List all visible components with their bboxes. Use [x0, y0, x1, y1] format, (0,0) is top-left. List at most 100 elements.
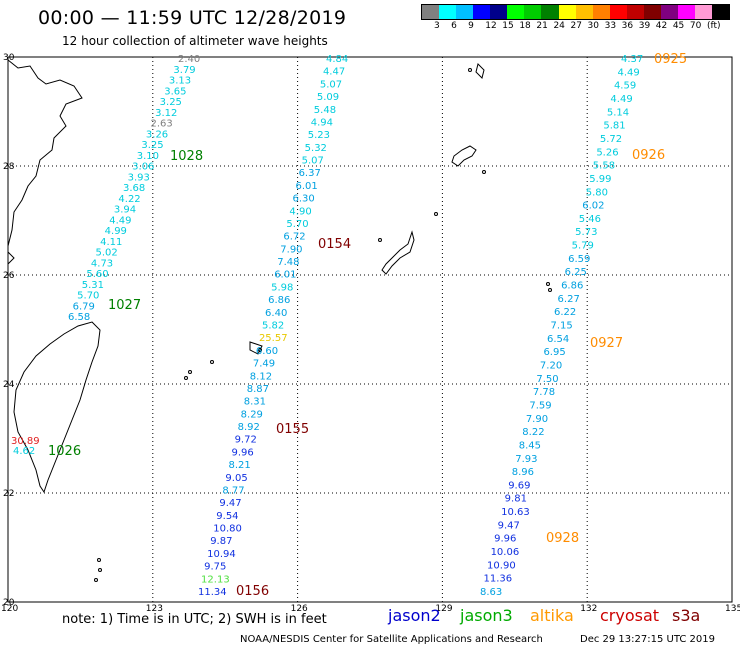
legend-label: 3 — [434, 21, 440, 31]
wave-height-value: 7.90 — [526, 414, 548, 425]
satellite-legend-jason3: jason3 — [460, 606, 513, 625]
wave-height-value: 7.20 — [540, 360, 562, 371]
wave-height-value: 5.73 — [575, 227, 597, 238]
wave-height-value: 7.49 — [253, 359, 275, 370]
wave-height-value: 8.21 — [228, 460, 250, 471]
wave-height-value: 4.84 — [326, 54, 348, 65]
wave-height-value: 6.25 — [565, 267, 587, 278]
pass-time-label: 0925 — [654, 52, 687, 67]
wave-height-value: 6.72 — [283, 232, 305, 243]
legend-label: 33 — [604, 21, 617, 31]
wave-height-value: 7.90 — [280, 244, 302, 255]
legend-swatch — [473, 5, 491, 19]
satellite-legend-s3a: s3a — [672, 606, 701, 625]
wave-height-value: 3.25 — [141, 140, 163, 151]
legend-label: 21 — [536, 21, 548, 31]
small-island — [184, 376, 188, 380]
small-island — [258, 348, 262, 352]
legend-swatch — [422, 5, 440, 19]
wave-height-value: 3.93 — [128, 172, 150, 183]
wave-height-value: 2.40 — [178, 54, 200, 65]
wave-height-value: 6.01 — [296, 181, 318, 192]
wave-height-value: 6.30 — [292, 194, 314, 205]
small-island — [434, 212, 438, 216]
wave-height-value: 5.26 — [596, 147, 618, 158]
wave-height-value: 12.13 — [201, 574, 230, 585]
wave-height-value: 9.72 — [235, 435, 257, 446]
chart-title: 00:00 — 11:59 UTC 12/28/2019 — [38, 7, 347, 29]
wave-height-value: 6.86 — [561, 281, 583, 292]
latitude-tick-label: 30 — [3, 53, 15, 63]
wave-height-value: 6.95 — [543, 347, 565, 358]
legend-label: 36 — [621, 21, 634, 31]
small-island — [210, 360, 214, 364]
yakushima-island — [475, 63, 485, 79]
wave-height-value: 3.12 — [155, 108, 177, 119]
wave-height-value: 5.58 — [593, 161, 615, 172]
wave-height-value: 30.89 — [11, 436, 40, 447]
generation-date: Dec 29 13:27:15 UTC 2019 — [580, 634, 715, 645]
wave-height-value: 5.07 — [302, 156, 324, 167]
small-island — [94, 578, 98, 582]
pass-time-label: 1027 — [108, 298, 141, 313]
legend-swatch — [695, 5, 713, 19]
latitude-tick-label: 24 — [3, 380, 15, 390]
wave-height-value: 3.13 — [169, 76, 191, 87]
wave-height-value: 5.72 — [600, 134, 622, 145]
wave-height-value: 8.96 — [512, 467, 534, 478]
longitude-tick-label: 120 — [1, 604, 18, 614]
wave-height-value: 10.80 — [213, 524, 242, 535]
wave-height-value: 6.60 — [256, 346, 278, 357]
wave-height-value: 9.75 — [204, 562, 226, 573]
wave-height-value: 5.07 — [320, 79, 342, 90]
legend-label: 24 — [553, 21, 565, 31]
wave-height-value: 11.34 — [198, 587, 227, 598]
legend-swatch — [575, 5, 593, 19]
wave-height-value: 9.47 — [498, 520, 520, 531]
pass-time-label: 0928 — [546, 531, 579, 546]
wave-height-value: 8.63 — [480, 587, 502, 598]
pass-time-label: 1026 — [48, 444, 81, 459]
legend-label: 39 — [638, 21, 651, 31]
wave-height-value: 5.60 — [86, 269, 108, 280]
color-legend — [421, 4, 730, 20]
wave-height-value: 2.63 — [151, 119, 173, 130]
longitude-tick-label: 129 — [435, 604, 452, 614]
legend-swatch — [660, 5, 678, 19]
wave-height-value: 4.49 — [617, 67, 639, 78]
color-legend-labels: 3 6 9 12 15 18 21 24 27 30 33 36 39 42 45 70 (ft) — [421, 21, 731, 33]
wave-height-value: 5.31 — [82, 280, 104, 291]
satellite-legend-jason2: jason2 — [388, 606, 441, 625]
wave-height-value: 7.15 — [551, 321, 573, 332]
taiwan-coastline — [13, 321, 101, 494]
wave-height-value: 8.31 — [244, 397, 266, 408]
legend-swatch — [609, 5, 627, 19]
wave-height-value: 6.22 — [554, 307, 576, 318]
wave-height-value: 4.99 — [105, 226, 127, 237]
small-island — [546, 282, 550, 286]
small-island — [97, 558, 101, 562]
latitude-tick-label: 28 — [3, 162, 15, 172]
credit-line: NOAA/NESDIS Center for Satellite Applica… — [240, 634, 543, 645]
wave-height-value: 9.69 — [508, 480, 530, 491]
satellite-legend-altika: altika — [530, 606, 574, 625]
wave-height-value: 5.82 — [262, 321, 284, 332]
wave-height-value: 8.29 — [241, 409, 263, 420]
legend-label: 15 — [502, 21, 514, 31]
pass-time-label: 1028 — [170, 149, 203, 164]
wave-height-value: 10.94 — [207, 549, 236, 560]
pass-time-label: 0155 — [276, 422, 309, 437]
wave-height-value: 3.10 — [137, 151, 159, 162]
wave-height-value: 4.94 — [311, 117, 333, 128]
wave-height-value: 3.26 — [146, 129, 168, 140]
footnote: note: 1) Time is in UTC; 2) SWH is in fe… — [62, 612, 327, 627]
wave-height-value: 5.70 — [77, 291, 99, 302]
latitude-tick-label: 20 — [3, 598, 15, 608]
pass-time-label: 0154 — [318, 237, 351, 252]
wave-height-value: 11.36 — [484, 574, 513, 585]
wave-height-value: 5.23 — [308, 130, 330, 141]
legend-swatch — [439, 5, 457, 19]
wave-height-value: 8.45 — [519, 440, 541, 451]
wave-height-value: 7.50 — [536, 374, 558, 385]
